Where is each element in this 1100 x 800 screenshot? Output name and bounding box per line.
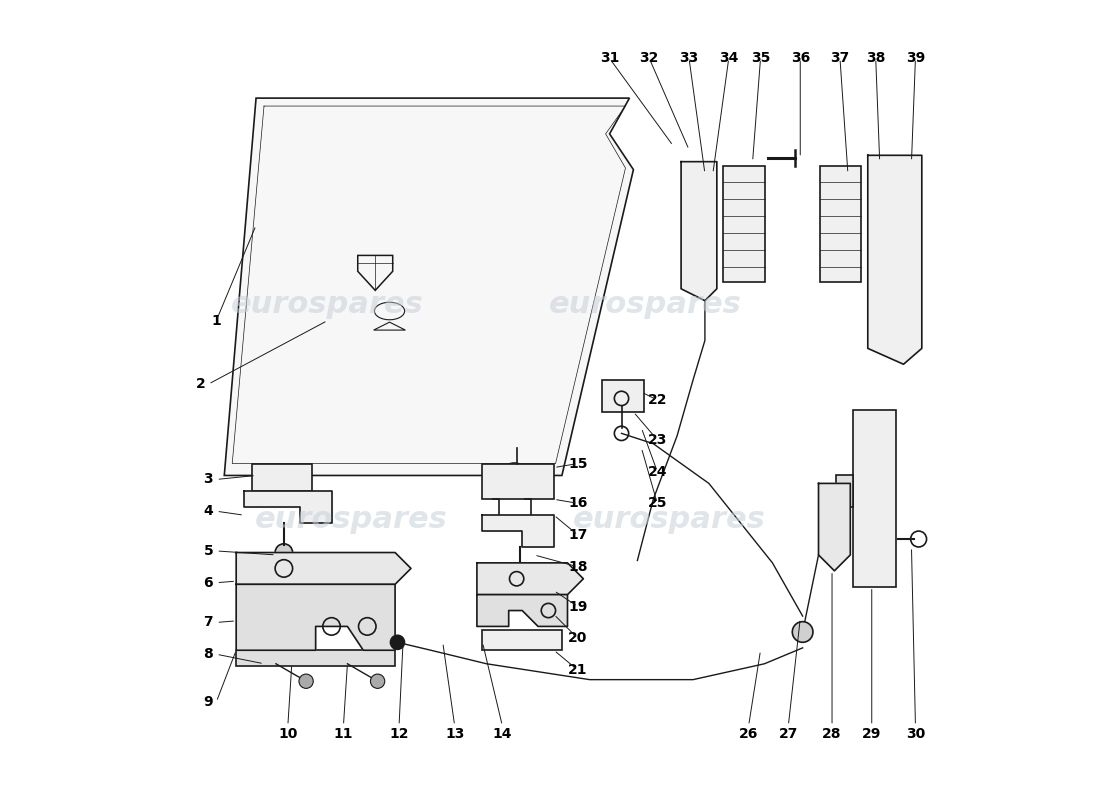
Text: 28: 28 <box>823 726 842 741</box>
Text: 18: 18 <box>568 560 587 574</box>
Polygon shape <box>477 594 568 626</box>
Text: 9: 9 <box>204 695 213 709</box>
Polygon shape <box>224 98 634 475</box>
Text: 39: 39 <box>905 51 925 66</box>
Text: 24: 24 <box>648 465 667 478</box>
Text: 22: 22 <box>648 393 667 407</box>
Polygon shape <box>868 155 922 364</box>
Ellipse shape <box>506 462 522 472</box>
Text: 15: 15 <box>568 457 587 470</box>
Text: 2: 2 <box>196 377 206 391</box>
Text: 5: 5 <box>204 544 213 558</box>
Text: 37: 37 <box>830 51 849 66</box>
Polygon shape <box>252 463 311 491</box>
Circle shape <box>390 635 405 650</box>
Text: 10: 10 <box>278 726 297 741</box>
Text: 30: 30 <box>905 726 925 741</box>
Text: eurospares: eurospares <box>231 290 424 319</box>
Text: 13: 13 <box>446 726 464 741</box>
Text: 8: 8 <box>204 647 213 662</box>
Text: 38: 38 <box>866 51 886 66</box>
Circle shape <box>792 622 813 642</box>
Text: 31: 31 <box>600 51 619 66</box>
Text: 3: 3 <box>204 473 213 486</box>
Text: 1: 1 <box>211 314 221 327</box>
Text: eurospares: eurospares <box>573 505 766 534</box>
Text: 26: 26 <box>739 726 758 741</box>
Text: 21: 21 <box>568 663 587 677</box>
Polygon shape <box>236 650 395 666</box>
Polygon shape <box>477 563 583 594</box>
Circle shape <box>275 544 293 562</box>
Text: 27: 27 <box>779 726 798 741</box>
Text: 7: 7 <box>204 615 213 630</box>
Text: 17: 17 <box>568 528 587 542</box>
Text: 23: 23 <box>648 433 667 446</box>
Text: 33: 33 <box>680 51 698 66</box>
Text: 4: 4 <box>204 504 213 518</box>
Text: 14: 14 <box>493 726 513 741</box>
Text: 35: 35 <box>751 51 770 66</box>
Polygon shape <box>723 166 764 282</box>
Polygon shape <box>854 410 895 586</box>
Polygon shape <box>818 483 850 571</box>
Text: 25: 25 <box>648 496 667 510</box>
Polygon shape <box>836 475 854 507</box>
Polygon shape <box>821 166 861 282</box>
Polygon shape <box>483 515 554 547</box>
Polygon shape <box>483 630 562 650</box>
Polygon shape <box>681 162 717 301</box>
Circle shape <box>371 674 385 688</box>
Circle shape <box>299 674 314 688</box>
Text: 11: 11 <box>333 726 353 741</box>
Text: 6: 6 <box>204 576 213 590</box>
Text: 36: 36 <box>791 51 810 66</box>
Text: eurospares: eurospares <box>549 290 741 319</box>
Polygon shape <box>483 463 554 499</box>
Text: 32: 32 <box>639 51 659 66</box>
Text: 12: 12 <box>389 726 409 741</box>
Text: 29: 29 <box>862 726 881 741</box>
Polygon shape <box>236 553 411 584</box>
Text: eurospares: eurospares <box>255 505 448 534</box>
Polygon shape <box>244 491 331 523</box>
Text: 16: 16 <box>568 496 587 510</box>
Polygon shape <box>602 380 644 412</box>
Polygon shape <box>236 584 395 650</box>
Text: 34: 34 <box>719 51 738 66</box>
Text: 19: 19 <box>568 599 587 614</box>
Text: 20: 20 <box>568 631 587 646</box>
